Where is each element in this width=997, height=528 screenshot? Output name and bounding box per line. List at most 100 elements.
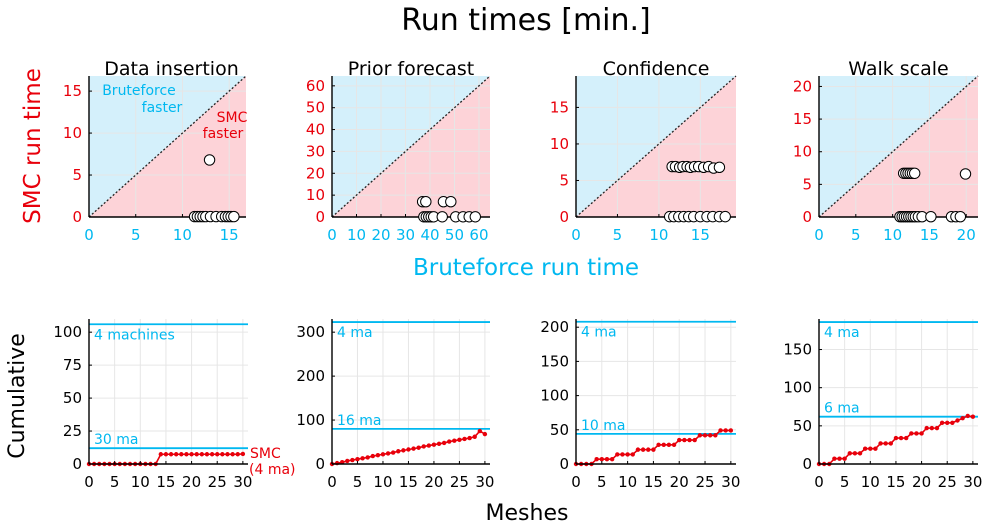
- x-tick-label: 5: [110, 473, 120, 491]
- y-tick-label: 75: [63, 356, 82, 374]
- smc-series-point: [728, 428, 734, 433]
- smc-series-point: [599, 457, 605, 462]
- x-tick-label: 0: [571, 226, 581, 244]
- smc-series-point: [847, 451, 852, 456]
- x-tick-label: 20: [371, 226, 390, 244]
- reference-line-label: 4 ma: [581, 325, 617, 341]
- y-tick-label: 15: [550, 98, 569, 116]
- smc-series-point: [457, 437, 462, 443]
- y-tick-label: 50: [63, 389, 82, 407]
- smc-series-point: [965, 413, 970, 419]
- y-tick-label: 25: [63, 422, 82, 440]
- x-tick-label: 5: [851, 226, 861, 244]
- y-tick-label: 0: [315, 455, 325, 473]
- x-tick-label: 25: [695, 473, 714, 491]
- smc-series-point: [960, 416, 965, 421]
- y-tick-label: 50: [306, 99, 325, 117]
- reference-line-label: 10 ma: [581, 418, 625, 434]
- smc-series-point: [630, 452, 635, 457]
- reference-line-label: 6 ma: [824, 401, 860, 417]
- smc-series-point: [713, 433, 718, 438]
- top-xlabel: Bruteforce run time: [413, 255, 639, 281]
- smc-series-point: [687, 437, 692, 443]
- y-tick-label: 60: [306, 77, 325, 95]
- x-tick-label: 10: [347, 226, 366, 244]
- x-tick-label: 15: [644, 473, 663, 491]
- scatter-point: [954, 210, 967, 223]
- x-tick-label: 15: [920, 226, 939, 244]
- smc-series-point: [390, 450, 396, 455]
- x-tick-label: 30: [233, 473, 252, 491]
- x-tick-label: 10: [131, 473, 150, 491]
- diagonal-line: [575, 75, 737, 218]
- smc-series-point: [939, 420, 945, 425]
- y-tick-label: 5: [72, 166, 82, 184]
- scatter-point: [420, 195, 432, 208]
- panel-title: Walk scale: [848, 58, 949, 80]
- smc-series-point: [857, 451, 863, 456]
- reference-line-label: 4 ma: [824, 325, 860, 341]
- y-tick-label: 150: [540, 352, 569, 370]
- smc-series-label: SMC: [250, 446, 281, 462]
- smc-series-point: [350, 457, 355, 463]
- smc-series-point: [189, 452, 194, 457]
- x-tick-label: 20: [424, 473, 443, 491]
- smc-series-point: [878, 441, 883, 446]
- smc-series-point: [401, 448, 406, 453]
- smc-series-point: [173, 452, 179, 457]
- x-tick-label: 30: [396, 226, 415, 244]
- x-tick-label: 5: [597, 473, 607, 491]
- x-tick-label: 30: [475, 473, 494, 491]
- smc-series-point: [436, 441, 442, 446]
- y-tick-label: 200: [540, 318, 569, 336]
- y-tick-label: 150: [783, 341, 812, 359]
- smc-series-point: [209, 452, 215, 457]
- smc-series-point: [168, 452, 174, 457]
- smc-series-point: [452, 438, 457, 443]
- smc-series-point: [955, 418, 960, 423]
- x-tick-label: 20: [957, 226, 976, 244]
- x-tick-label: 25: [450, 473, 469, 491]
- scatter-point: [436, 211, 448, 223]
- smc-series-point: [345, 458, 350, 464]
- smc-series-label: (4 ma): [249, 462, 296, 478]
- smc-series-point: [702, 433, 708, 438]
- smc-series-point: [898, 435, 904, 441]
- smc-series-point: [396, 449, 401, 454]
- smc-series-point: [215, 452, 220, 457]
- smc-series-point: [924, 425, 929, 431]
- smc-series-point: [421, 444, 426, 449]
- smc-series-point: [677, 437, 682, 443]
- smc-series-point: [467, 435, 472, 441]
- smc-series-point: [842, 456, 847, 461]
- smc-series-point: [416, 445, 421, 450]
- smc-series-point: [163, 452, 169, 457]
- smc-series-point: [909, 431, 914, 436]
- scatter-point: [445, 195, 457, 208]
- y-tick-label: 200: [296, 367, 325, 385]
- smc-series-point: [447, 439, 452, 444]
- smc-series-point: [723, 428, 728, 433]
- y-tick-label: 100: [53, 323, 82, 341]
- smc-series-point: [380, 452, 386, 457]
- smc-series-point: [945, 420, 950, 425]
- smc-series-point: [194, 452, 199, 457]
- y-tick-label: 0: [72, 455, 82, 473]
- smc-series-point: [158, 452, 164, 457]
- x-tick-label: 20: [912, 473, 931, 491]
- y-tick-label: 10: [550, 135, 569, 153]
- smc-series-point: [682, 437, 687, 443]
- scatter-point: [719, 210, 731, 223]
- smc-series-point: [441, 440, 447, 446]
- smc-series-point: [888, 441, 894, 446]
- smc-series-point: [852, 451, 858, 456]
- top-ylabel: SMC run time: [20, 68, 46, 224]
- x-tick-label: 10: [373, 473, 392, 491]
- smc-series-point: [230, 452, 235, 457]
- smc-series-point: [240, 451, 246, 457]
- smc-series-point: [635, 447, 641, 452]
- smc-series-point: [179, 452, 184, 457]
